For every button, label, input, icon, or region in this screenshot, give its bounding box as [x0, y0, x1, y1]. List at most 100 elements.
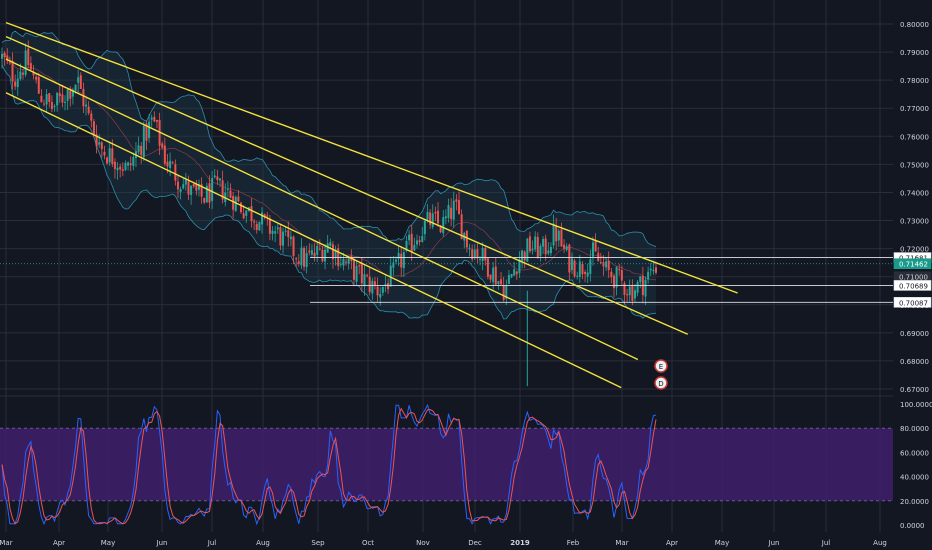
- candle-body: [415, 240, 418, 245]
- event-marker-D[interactable]: D: [654, 376, 668, 390]
- candle-192: [505, 279, 508, 306]
- candle-body: [8, 62, 11, 64]
- candle-body: [615, 266, 618, 288]
- candle-30: [79, 72, 82, 90]
- candle-body: [74, 84, 77, 91]
- candle-157: [413, 237, 416, 252]
- candle-body: [649, 268, 652, 271]
- price-tag-text: 0.71000: [899, 274, 928, 282]
- candle-37: [98, 134, 101, 148]
- candle-body: [360, 263, 363, 284]
- candle-33: [87, 101, 90, 116]
- stoch-d-line: [1, 407, 657, 525]
- candle-body: [53, 106, 56, 108]
- candle-90: [237, 189, 240, 203]
- candle-body: [310, 250, 313, 255]
- channel-lines[interactable]: [5, 21, 738, 389]
- candle-body: [581, 263, 584, 275]
- candle-body: [43, 103, 46, 105]
- candle-body: [190, 185, 193, 196]
- candle-body: [618, 269, 621, 271]
- channel-line-3[interactable]: [5, 92, 622, 389]
- candle-45: [119, 163, 122, 178]
- channel-line-0[interactable]: [5, 21, 738, 294]
- candle-98: [258, 221, 261, 231]
- candle-body: [384, 283, 387, 285]
- candle-199: [523, 250, 526, 269]
- candle-body: [216, 176, 219, 181]
- candle-184: [484, 246, 487, 266]
- channel-line-1[interactable]: [5, 35, 689, 335]
- candle-87: [229, 183, 232, 199]
- candle-body: [400, 253, 403, 268]
- candle-body: [245, 210, 248, 216]
- candle-body: [539, 246, 542, 256]
- candle-body: [295, 258, 298, 260]
- candle-body: [276, 227, 279, 230]
- candle-22: [58, 85, 61, 103]
- candle-52: [137, 136, 140, 155]
- candle-67: [176, 175, 179, 199]
- channel-line-2[interactable]: [5, 58, 639, 361]
- candle-18: [48, 92, 51, 108]
- candle-181: [476, 243, 479, 263]
- candle-216: [568, 243, 571, 280]
- candle-body: [626, 294, 629, 296]
- candle-245: [644, 276, 647, 305]
- candle-body: [521, 250, 524, 262]
- candle-body: [345, 261, 348, 263]
- event-marker-E[interactable]: E: [654, 359, 668, 373]
- candle-200: [526, 237, 529, 262]
- candle-188: [494, 257, 497, 286]
- candle-14: [37, 72, 40, 94]
- candle-9: [24, 43, 27, 78]
- candle-body: [35, 76, 38, 80]
- time-label-11: Feb: [567, 539, 580, 547]
- candle-body: [560, 229, 563, 247]
- candle-body: [465, 230, 468, 248]
- candle-209: [549, 242, 552, 257]
- candle-234: [615, 266, 618, 296]
- candle-108: [284, 226, 287, 237]
- time-label-3: Jun: [156, 539, 168, 547]
- candle-body: [612, 275, 615, 289]
- candle-247: [649, 263, 652, 276]
- candle-body: [394, 259, 397, 262]
- candle-body: [263, 214, 266, 218]
- candle-159: [418, 235, 421, 246]
- candle-227: [597, 246, 600, 262]
- candle-body: [358, 265, 361, 267]
- candle-50: [132, 152, 135, 171]
- price-axis[interactable]: 0.80000 0.79000 0.78000 0.77000 0.76000 0.750…: [893, 0, 932, 396]
- candle-39: [103, 145, 106, 160]
- candle-body: [108, 148, 111, 163]
- candle-16: [43, 99, 46, 107]
- candle-126: [331, 241, 334, 269]
- event-markers[interactable]: ED: [654, 359, 668, 390]
- candle-body: [347, 257, 350, 265]
- candle-body: [513, 269, 516, 276]
- time-label-15: Jun: [768, 539, 780, 547]
- candle-body: [484, 247, 487, 261]
- candle-body: [389, 265, 392, 287]
- time-label-4: Jul: [207, 539, 217, 547]
- candle-body: [405, 241, 408, 251]
- time-axis[interactable]: Mar Apr May Jun Jul Aug Sep Oct Nov Dec 2019 Feb Mar…: [0, 532, 932, 550]
- candle-196: [515, 270, 518, 280]
- candle-body: [363, 274, 366, 287]
- candle-body: [14, 81, 17, 87]
- candle-44: [116, 162, 119, 180]
- candle-228: [599, 252, 602, 265]
- candle-13: [35, 72, 38, 84]
- oscillator-axis[interactable]: 100.0000 80.0000 60.0000 40.0000 20.0000 0.00…: [893, 397, 932, 532]
- candle-body: [594, 240, 597, 252]
- candle-body: [331, 244, 334, 260]
- candle-61: [161, 141, 164, 150]
- candle-body: [392, 262, 395, 268]
- candle-body: [200, 184, 203, 197]
- candle-body: [644, 279, 647, 297]
- candle-body: [591, 242, 594, 257]
- candle-body: [279, 227, 282, 246]
- candle-72: [190, 185, 193, 205]
